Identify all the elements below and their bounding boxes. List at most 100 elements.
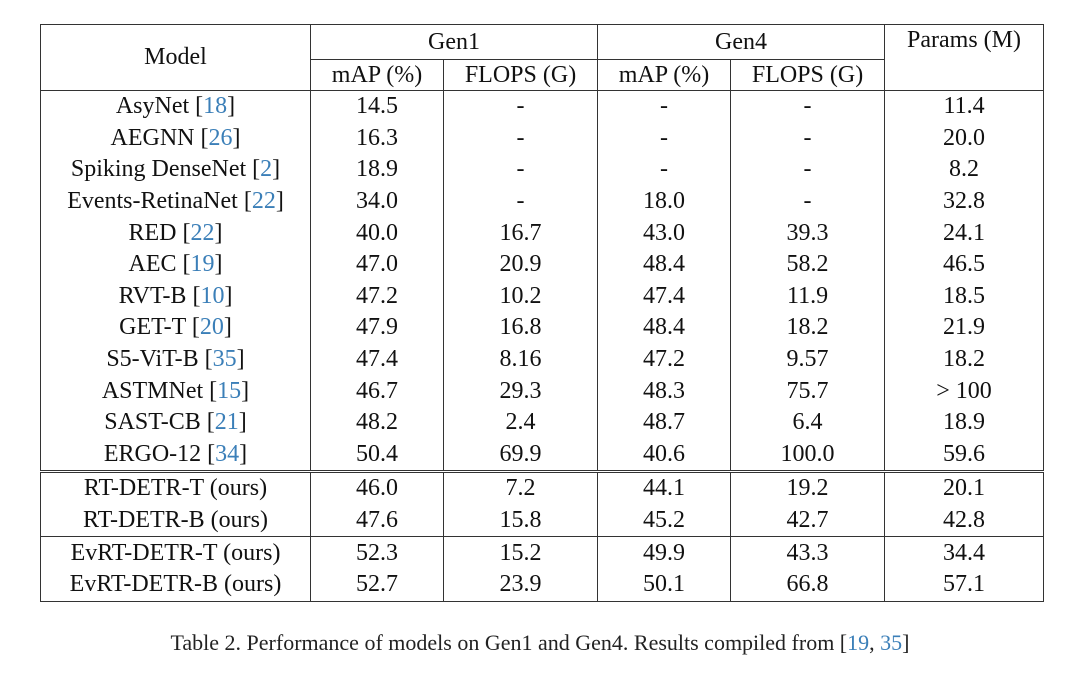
gen4-map-cell: 40.6: [597, 438, 732, 473]
gen4-flops-cell: 100.0: [730, 438, 886, 473]
header-model: Model: [40, 24, 311, 91]
gen4-flops-cell: -: [730, 185, 886, 218]
model-name-cell: AEGNN [26]: [40, 122, 311, 155]
model-name-cell: ASTMNet [15]: [40, 375, 311, 407]
model-name-cell: ERGO-12 [34]: [40, 438, 311, 473]
params-cell: 46.5: [884, 248, 1045, 281]
params-cell: > 100: [884, 375, 1045, 407]
model-name: Spiking DenseNet: [70, 156, 247, 183]
table-row: ASTMNet [15] 46.7 29.3 48.3 75.7 > 100: [40, 375, 1045, 407]
model-name: ERGO-12: [103, 440, 202, 467]
params-cell: 21.9: [884, 312, 1045, 344]
table-row: AsyNet [18] 14.5- - -11.4: [40, 90, 1045, 123]
gen4-flops-cell: 9.57: [730, 343, 886, 376]
gen1-map-cell: 47.2: [310, 280, 444, 313]
table-row: Spiking DenseNet [2] 18.9- - -8.2: [40, 154, 1045, 186]
caption-separator: ,: [869, 630, 881, 655]
gen1-flops-cell: 69.9: [443, 438, 599, 473]
model-ref-link[interactable]: 22: [190, 219, 215, 246]
gen4-map-cell: 49.9: [597, 536, 732, 569]
table-row: EvRT-DETR-B (ours) 52.7 23.9 50.1 66.8 57.1: [40, 568, 1045, 602]
header-params: Params (M): [884, 24, 1045, 91]
model-name-cell: AsyNet [18]: [40, 90, 311, 123]
gen1-flops-cell: -: [443, 90, 599, 123]
gen4-flops-cell: 6.4: [730, 406, 886, 439]
params-cell: 57.1: [884, 568, 1045, 602]
gen4-map-cell: 47.2: [597, 343, 732, 376]
gen1-map-cell: 48.2: [310, 406, 444, 439]
model-ref-link[interactable]: 19: [190, 251, 215, 278]
header-gen1-map: mAP (%): [310, 59, 444, 91]
model-name-cell: SAST-CB [21]: [40, 406, 311, 439]
model-ref-link[interactable]: 22: [251, 188, 276, 215]
caption-ref-1[interactable]: 19: [847, 630, 870, 655]
table-row: AEGNN [26] 16.3- - -20.0: [40, 122, 1045, 155]
model-name-cell: S5-ViT-B [35]: [40, 343, 311, 376]
gen4-map-cell: 48.4: [597, 312, 732, 344]
gen4-map-cell: -: [597, 154, 732, 186]
gen1-map-cell: 47.0: [310, 248, 444, 281]
table-caption: Table 2. Performance of models on Gen1 a…: [0, 630, 1080, 656]
gen4-flops-cell: 11.9: [730, 280, 886, 313]
model-name: SAST-CB: [104, 409, 201, 436]
gen4-map-cell: 48.7: [597, 406, 732, 439]
model-ref-link[interactable]: 20: [199, 314, 224, 341]
gen1-flops-cell: 2.4: [443, 406, 599, 439]
gen4-map-cell: 50.1: [597, 568, 732, 602]
model-name-cell: Spiking DenseNet [2]: [40, 154, 311, 186]
gen1-map-cell: 46.7: [310, 375, 444, 407]
gen1-flops-cell: -: [443, 122, 599, 155]
gen1-map-cell: 47.4: [310, 343, 444, 376]
gen1-flops-cell: 29.3: [443, 375, 599, 407]
model-name-cell: EvRT-DETR-T (ours): [40, 536, 311, 569]
gen1-flops-cell: -: [443, 185, 599, 218]
gen1-map-cell: 52.3: [310, 536, 444, 569]
model-ref-link[interactable]: 15: [217, 377, 242, 404]
table-row: RT-DETR-T (ours) 46.0 7.2 44.1 19.2 20.1: [40, 470, 1045, 505]
gen4-flops-cell: 42.7: [730, 504, 886, 538]
gen4-flops-cell: 19.2: [730, 470, 886, 505]
gen4-map-cell: -: [597, 90, 732, 123]
model-ref-link[interactable]: 35: [212, 346, 237, 373]
model-ref-link[interactable]: 18: [203, 93, 228, 120]
params-cell: 24.1: [884, 217, 1045, 249]
gen4-map-cell: 48.3: [597, 375, 732, 407]
gen4-flops-cell: 39.3: [730, 217, 886, 249]
model-ref-link[interactable]: 2: [260, 156, 273, 183]
gen1-flops-cell: 15.2: [443, 536, 599, 569]
gen1-flops-cell: 16.7: [443, 217, 599, 249]
gen4-map-cell: 47.4: [597, 280, 732, 313]
params-cell: 32.8: [884, 185, 1045, 218]
header-gen4-flops: FLOPS (G): [730, 59, 886, 91]
gen1-map-cell: 52.7: [310, 568, 444, 602]
table-row: SAST-CB [21] 48.2 2.4 48.7 6.4 18.9: [40, 406, 1045, 439]
model-name: ASTMNet: [101, 377, 204, 404]
caption-ref-2[interactable]: 35: [880, 630, 903, 655]
gen4-map-cell: -: [597, 122, 732, 155]
header-gen4: Gen4: [597, 24, 886, 60]
model-name-cell: RT-DETR-T (ours): [40, 470, 311, 505]
header-gen1: Gen1: [310, 24, 599, 60]
params-cell: 18.9: [884, 406, 1045, 439]
gen1-flops-cell: 15.8: [443, 504, 599, 538]
gen1-flops-cell: -: [443, 154, 599, 186]
gen4-flops-cell: -: [730, 154, 886, 186]
table-row: GET-T [20] 47.9 16.8 48.4 18.2 21.9: [40, 312, 1045, 344]
model-name-cell: RED [22]: [40, 217, 311, 249]
model-ref-link[interactable]: 26: [208, 124, 233, 151]
gen1-flops-cell: 16.8: [443, 312, 599, 344]
model-ref-link[interactable]: 34: [215, 440, 240, 467]
model-name: AEC: [128, 251, 177, 278]
model-ref-link[interactable]: 21: [214, 409, 239, 436]
model-name-cell: GET-T [20]: [40, 312, 311, 344]
params-cell: 59.6: [884, 438, 1045, 473]
gen4-map-cell: 45.2: [597, 504, 732, 538]
gen1-map-cell: 50.4: [310, 438, 444, 473]
model-name: S5-ViT-B: [106, 346, 199, 373]
gen4-flops-cell: -: [730, 90, 886, 123]
model-name-cell: EvRT-DETR-B (ours): [40, 568, 311, 602]
gen4-map-cell: 43.0: [597, 217, 732, 249]
gen1-flops-cell: 20.9: [443, 248, 599, 281]
params-cell: 18.2: [884, 343, 1045, 376]
model-ref-link[interactable]: 10: [200, 282, 225, 309]
